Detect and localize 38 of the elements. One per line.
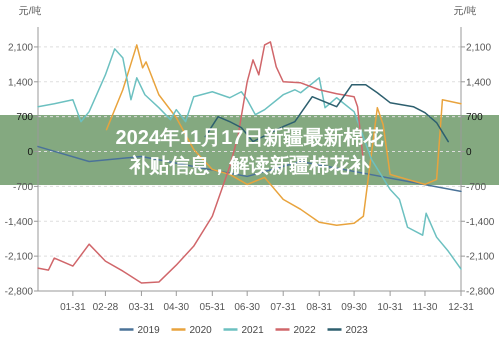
y2-tick-label: 0 — [466, 147, 472, 158]
legend-label: 2023 — [346, 325, 368, 336]
y2-tick-label: -1,400 — [466, 216, 495, 228]
x-tick-label: 01-31 — [60, 302, 86, 313]
y2-axis-title: 元/吨 — [454, 5, 476, 17]
x-tick-label: 05-31 — [200, 302, 226, 313]
y-tick-label: 1,400 — [8, 77, 34, 88]
x-tick-label: 07-31 — [270, 302, 296, 313]
x-tick-label: 12-31 — [448, 302, 474, 313]
x-tick-label: 04-30 — [164, 302, 190, 313]
y-tick-label: -2,100 — [4, 252, 34, 263]
y-tick-label: -700 — [12, 182, 34, 193]
x-tick-label: 02-28 — [92, 302, 119, 313]
legend-label: 2021 — [242, 325, 264, 336]
y-tick-label: -1,400 — [4, 216, 34, 228]
y2-tick-label: -2,100 — [466, 252, 495, 263]
y2-tick-label: -2,800 — [466, 286, 495, 298]
line-series — [106, 44, 462, 226]
y2-tick-label: 1,400 — [466, 77, 492, 88]
y2-tick-label: 700 — [466, 112, 484, 124]
x-tick-label: 03-31 — [128, 302, 155, 313]
legend-label: 2022 — [294, 325, 316, 336]
y-axis-title: 元/吨 — [18, 5, 42, 17]
line-series — [37, 146, 462, 192]
x-tick-label: 10-31 — [377, 302, 404, 313]
y2-tick-label: -700 — [466, 182, 486, 193]
y-tick-label: 2,100 — [8, 42, 34, 54]
x-tick-label: 09-30 — [341, 302, 368, 313]
legend-label: 2020 — [190, 325, 212, 336]
y-tick-label: -2,800 — [4, 286, 34, 298]
y-tick-label: 0 — [27, 147, 34, 158]
x-tick-label: 08-31 — [306, 302, 332, 313]
legend-label: 2019 — [138, 325, 160, 336]
y-tick-label: 700 — [16, 112, 34, 124]
line-series — [37, 48, 462, 270]
y2-tick-label: 2,100 — [466, 42, 492, 54]
x-tick-label: 06-30 — [234, 302, 260, 313]
x-tick-label: 11-30 — [412, 302, 438, 313]
